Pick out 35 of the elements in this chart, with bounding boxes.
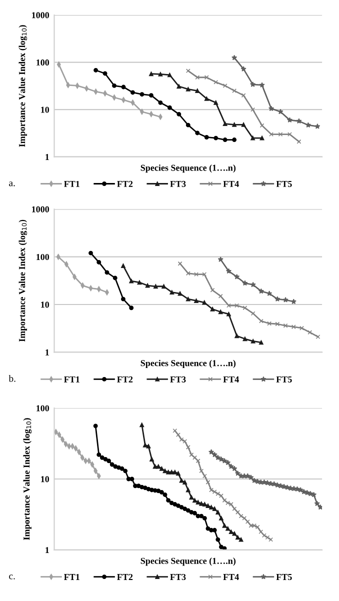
legend-label: FT2 [117,376,133,382]
y-tick-label: 1 [46,349,49,356]
legend-label: FT1 [64,180,80,187]
text: b. [8,374,16,382]
legend-label: FT5 [276,574,292,580]
y-tick-label: 100 [36,405,50,412]
legend-label: FT2 [117,574,133,580]
legend-label: FT5 [276,180,292,187]
text: a. [9,182,15,186]
legend-label: FT3 [170,376,186,382]
legend-label: FT2 [117,180,133,187]
y-tick-label: 100 [36,254,50,260]
y-tick-label: 10 [41,476,50,482]
x-axis-title: Species Sequence (1….n) [140,164,236,173]
y-tick-label: 10 [41,106,50,113]
x-axis-title: Species Sequence (1….n) [140,360,236,368]
legend-label: FT3 [170,180,186,187]
y-tick-label: 1 [46,547,49,554]
y-tick-label: 1000 [32,12,50,18]
legend-label: FT4 [223,574,239,580]
y-tick-label: 100 [36,59,50,66]
text: c. [9,574,15,580]
y-tick-label: 10 [41,302,50,308]
legend-label: FT4 [223,180,239,187]
y-axis-title: Importance Value Index (log$_{10}$) [23,418,32,540]
legend-label: FT3 [170,574,186,580]
legend-label: FT5 [276,376,292,382]
x-axis-title: Species Sequence (1….n) [140,558,236,566]
y-axis-title: Importance Value Index (log$_{10}$) [18,220,28,342]
legend-label: FT4 [223,376,239,382]
y-axis-title: Importance Value Index (log$_{10}$) [18,25,28,147]
legend-label: FT1 [64,574,80,580]
y-tick-label: 1 [46,154,49,160]
y-tick-label: 1000 [32,206,50,212]
legend-label: FT1 [64,376,80,382]
